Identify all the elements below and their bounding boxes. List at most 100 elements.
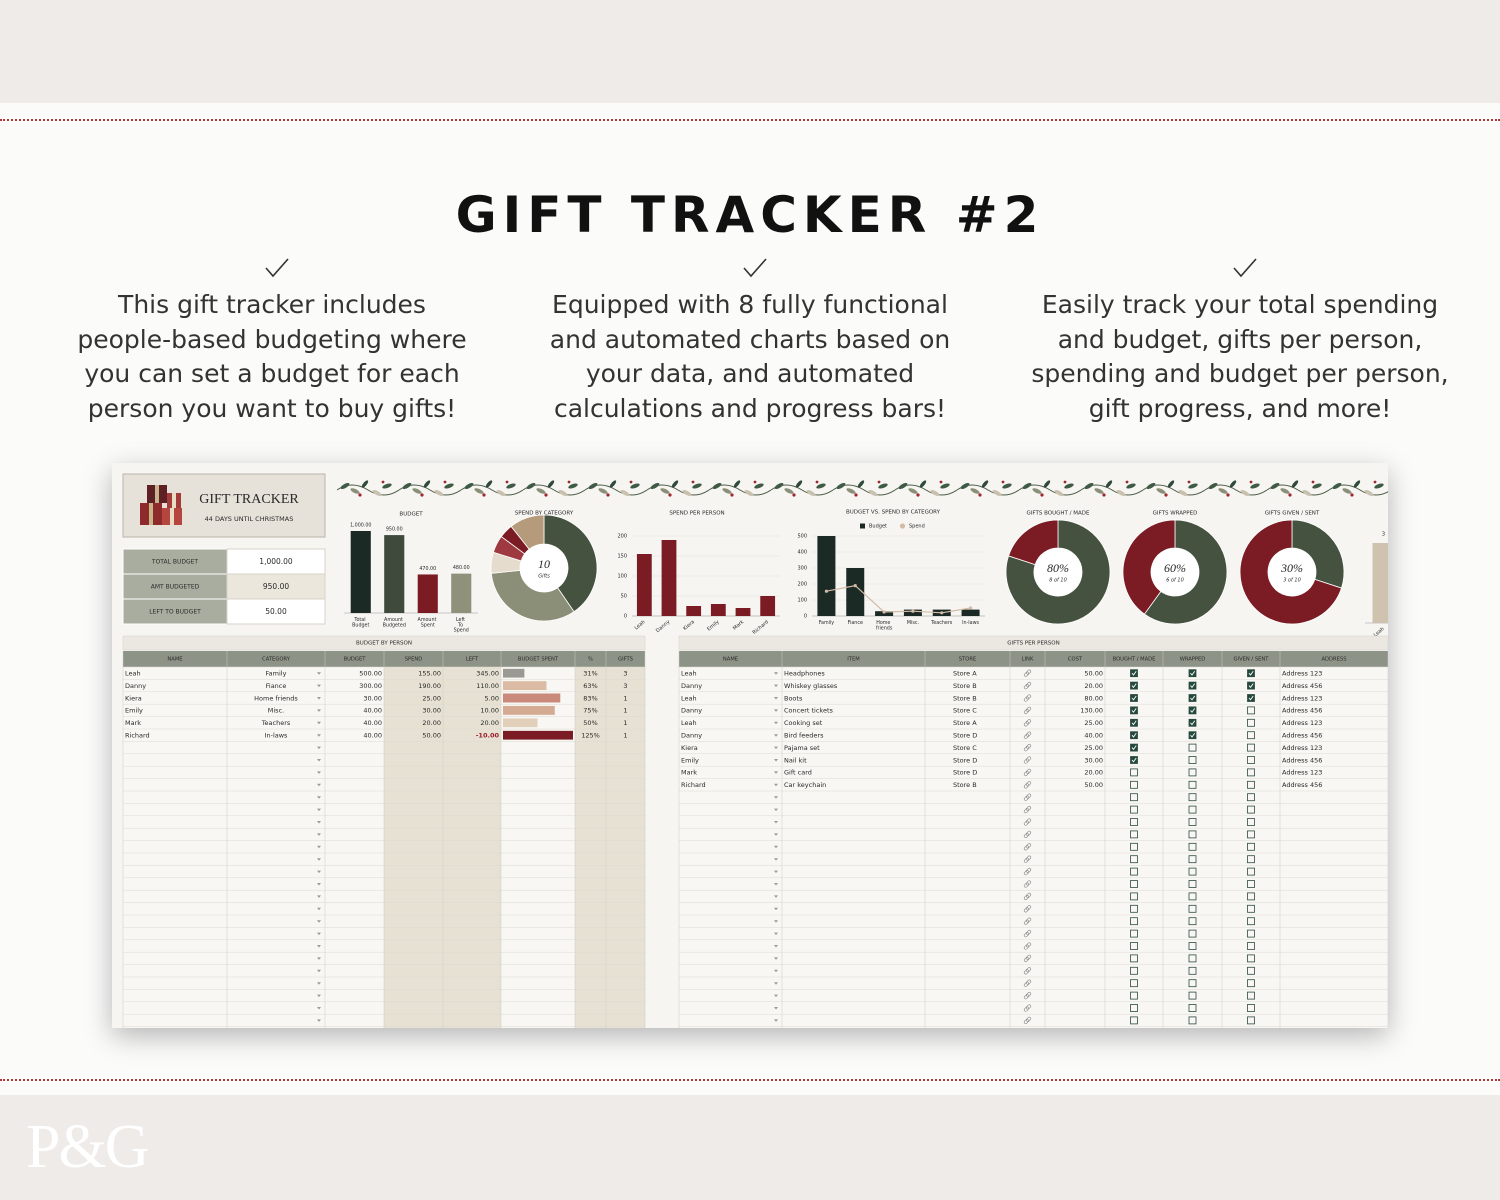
budget-spent-bar [503, 705, 555, 715]
bar [636, 554, 652, 616]
line-point [882, 610, 886, 614]
table-title: BUDGET BY PERSON [356, 641, 412, 647]
checkbox [1130, 681, 1138, 690]
checkbox-tick [1190, 683, 1196, 689]
cell-number: 30.00 [363, 694, 382, 702]
dropdown-arrow [774, 734, 778, 737]
link-part [1023, 721, 1029, 727]
cell-gifts: 3 [623, 682, 627, 690]
checkbox [1130, 780, 1138, 789]
link-part [1023, 994, 1029, 1000]
cell-cost: 25.00 [1084, 744, 1103, 752]
y-tick-label: 100 [617, 574, 627, 580]
checkbox-tick [1131, 695, 1137, 701]
progress-value: 30% [1280, 561, 1303, 575]
cell-store: Store D [953, 756, 977, 764]
checkbox [1130, 917, 1138, 926]
dropdown-arrow [774, 945, 778, 948]
x-tick-label: Amount Spent [418, 617, 438, 628]
cell-category: In-laws [265, 732, 288, 740]
cell-address: Address 456 [1282, 682, 1322, 690]
page-title: GIFT TRACKER #2 [455, 186, 1045, 244]
line-point [853, 584, 857, 588]
chart-title: GIFTS BOUGHT / MADE [1027, 511, 1090, 517]
bar [417, 574, 438, 613]
progress-value: 80% [1047, 561, 1069, 575]
link-part [1026, 694, 1032, 700]
summary-label-cell [122, 573, 228, 600]
dropdown-arrow [317, 845, 321, 849]
link-part [1026, 756, 1032, 762]
cell-cost: 40.00 [1084, 732, 1103, 740]
link-part [1023, 684, 1029, 690]
top-band [0, 0, 1500, 103]
feature-line: Equipped with 8 fully functional [552, 290, 948, 319]
sheet-subtitle: 44 DAYS UNTIL CHRISTMAS [205, 515, 294, 523]
cell-number: 5.00 [485, 694, 499, 702]
column-header: BUDGET [344, 657, 367, 663]
dropdown-arrow [317, 709, 321, 712]
budget-spent-bar [503, 693, 561, 703]
link-part [1026, 731, 1032, 737]
chart-title: SPEND BY CATEGORY [515, 511, 574, 517]
summary-value: 1,000.00 [259, 557, 293, 566]
x-tick-label: Emily [706, 619, 720, 632]
y-tick-label: 500 [797, 534, 807, 540]
link-part [1023, 882, 1029, 888]
checkbox [1188, 1004, 1197, 1012]
budget-spent-bar [503, 681, 547, 691]
dropdown-arrow [317, 932, 321, 936]
bar [350, 531, 371, 613]
y-tick-label: 200 [617, 534, 627, 540]
dropdown-arrow [317, 1019, 321, 1022]
cell-name: Leah [125, 670, 141, 678]
gift-illustration [140, 485, 182, 525]
dropdown-arrow [774, 883, 778, 886]
checkbox [1188, 830, 1197, 839]
cell-number: 25.00 [422, 694, 441, 702]
cell-number: 110.00 [476, 682, 499, 690]
dropdown-arrow [317, 907, 321, 911]
value-label: 470.00 [419, 566, 436, 572]
cell-category: Misc. [268, 707, 284, 715]
bottom-band [0, 1095, 1500, 1200]
budget-spent-bar [503, 730, 573, 740]
column-header: NAME [167, 657, 182, 663]
checkbox [1130, 842, 1138, 851]
cell-cost: 20.00 [1084, 769, 1103, 777]
link-part [1023, 1006, 1029, 1012]
cell-address: Address 456 [1282, 732, 1322, 740]
x-tick-label: Left To Spend [454, 617, 469, 634]
checkbox [1188, 706, 1197, 715]
bar-cell [503, 718, 538, 728]
checkbox [1247, 780, 1255, 789]
checkbox [1188, 1016, 1197, 1025]
cell-gifts: 1 [623, 719, 627, 727]
checkbox [1188, 942, 1197, 950]
column-header: % [588, 657, 593, 663]
x-tick-label: Misc. [907, 620, 919, 626]
feature-line: gift progress, and more! [1088, 394, 1392, 424]
link-icon [1023, 843, 1032, 851]
checkbox [1247, 942, 1255, 950]
dropdown-arrow [317, 697, 321, 700]
divider [0, 1079, 1500, 1081]
bar [817, 536, 836, 616]
cell-store: Store D [953, 769, 977, 777]
link-part [1023, 981, 1029, 987]
dropdown-arrow [317, 808, 321, 812]
checkbox [1130, 1004, 1138, 1012]
bar [1372, 543, 1395, 623]
link-icon [1023, 830, 1032, 838]
link-part [1026, 768, 1032, 774]
check-icon [265, 258, 289, 278]
dropdown-arrow [317, 957, 321, 960]
checkbox [1247, 966, 1255, 975]
logo: P&G [26, 1113, 149, 1181]
cell-number: 30.00 [422, 707, 441, 715]
link-icon [1023, 905, 1032, 913]
link-part [1026, 719, 1032, 725]
column-header: ADDRESS [1321, 657, 1346, 663]
link-icon [1023, 719, 1032, 727]
feature-line: you can set a budget for each [84, 359, 460, 389]
